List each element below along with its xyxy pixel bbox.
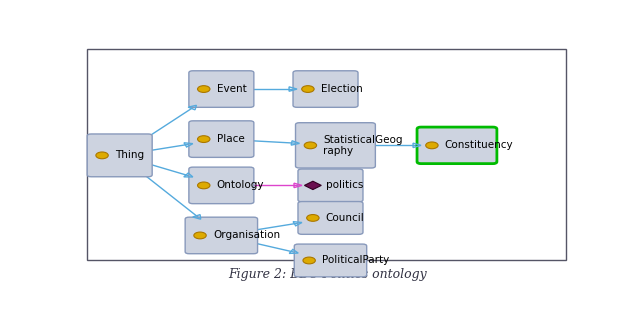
Text: Thing: Thing (115, 150, 144, 160)
Ellipse shape (198, 86, 210, 92)
FancyBboxPatch shape (298, 202, 363, 234)
Ellipse shape (198, 136, 210, 142)
Text: Place: Place (217, 134, 244, 144)
Ellipse shape (307, 214, 319, 221)
Text: Organisation: Organisation (213, 230, 280, 240)
FancyBboxPatch shape (298, 169, 363, 202)
Ellipse shape (301, 86, 314, 92)
FancyBboxPatch shape (293, 71, 358, 107)
FancyBboxPatch shape (294, 244, 367, 277)
FancyBboxPatch shape (87, 134, 152, 177)
FancyBboxPatch shape (189, 167, 254, 204)
FancyBboxPatch shape (189, 71, 254, 107)
Text: Constituency: Constituency (445, 140, 513, 150)
Text: Council: Council (326, 213, 365, 223)
FancyBboxPatch shape (296, 123, 376, 168)
Text: StatisticalGeog
raphy: StatisticalGeog raphy (323, 135, 403, 156)
Ellipse shape (304, 142, 317, 149)
Text: Ontology: Ontology (217, 180, 264, 190)
FancyBboxPatch shape (189, 121, 254, 157)
Polygon shape (305, 181, 321, 189)
Ellipse shape (194, 232, 206, 239)
Ellipse shape (96, 152, 108, 159)
Ellipse shape (303, 257, 316, 264)
FancyBboxPatch shape (417, 127, 497, 163)
FancyBboxPatch shape (88, 49, 566, 260)
Text: Event: Event (217, 84, 246, 94)
FancyBboxPatch shape (185, 217, 257, 254)
Ellipse shape (426, 142, 438, 149)
Text: Figure 2: BBC Politics ontology: Figure 2: BBC Politics ontology (228, 268, 428, 281)
Text: Election: Election (321, 84, 362, 94)
Text: PoliticalParty: PoliticalParty (322, 255, 389, 266)
Ellipse shape (198, 182, 210, 189)
Text: politics: politics (326, 180, 363, 190)
